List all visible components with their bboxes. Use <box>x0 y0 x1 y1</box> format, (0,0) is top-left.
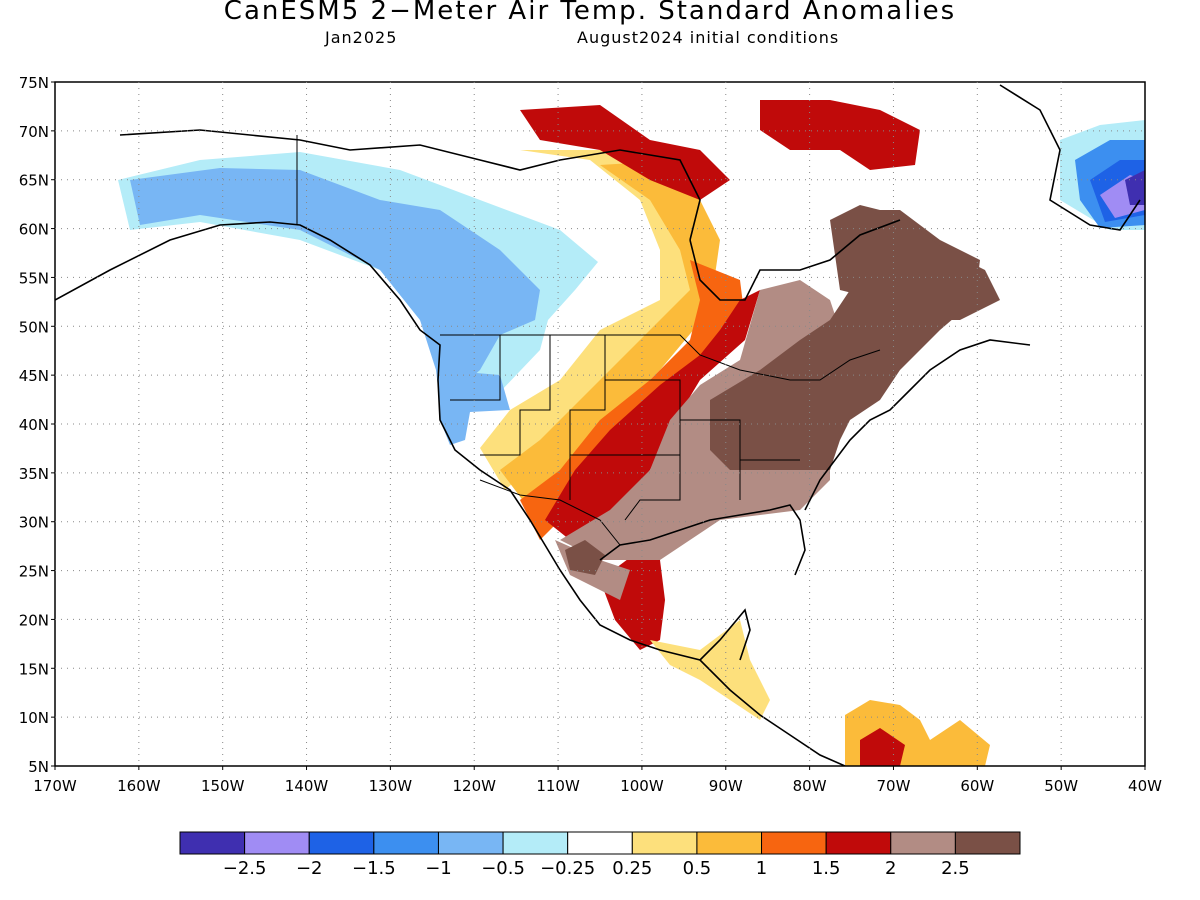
anomaly-region-brown-mexico <box>565 540 605 575</box>
color-legend: −2.5 −2 −1.5 −1 −0.5 −0.25 0.25 0.5 1 1.5 2 2.5 <box>179 831 1021 879</box>
lat-tick-label: 35N <box>19 465 49 483</box>
legend-swatch <box>502 831 569 855</box>
anomaly-region-blue-coast <box>440 370 510 445</box>
lon-tick-label: 60W <box>960 777 994 795</box>
lat-tick-label: 75N <box>19 74 49 92</box>
lon-tick-label: 120W <box>452 777 496 795</box>
coastline-greenland <box>999 84 1141 231</box>
borders <box>296 135 881 546</box>
legend-swatch <box>631 831 698 855</box>
chart-title: CanESM5 2−Meter Air Temp. Standard Anoma… <box>223 0 957 26</box>
anomaly-region-yellow <box>480 150 700 490</box>
anomaly-fields <box>118 100 1145 766</box>
lat-tick-label: 55N <box>19 269 49 287</box>
legend-label: −2.5 <box>223 858 267 879</box>
legend-swatch <box>244 831 310 855</box>
anomaly-region-red-baffin <box>760 100 920 170</box>
legend-label: −1 <box>425 858 452 879</box>
legend-swatch <box>696 831 763 855</box>
legend-swatch <box>179 831 246 855</box>
legend-label: 2 <box>885 858 896 879</box>
lon-tick-label: 150W <box>201 777 245 795</box>
border-us-canada <box>440 334 881 381</box>
anomaly-region-brown-labrador <box>830 205 1000 320</box>
coastline-east <box>804 339 1031 511</box>
anomaly-region-red <box>545 290 760 540</box>
lon-tick-label: 160W <box>117 777 161 795</box>
map-grid <box>55 82 1145 766</box>
lon-tick-label: 70W <box>877 777 911 795</box>
legend-label: 0.25 <box>612 858 652 879</box>
legend-label: −0.25 <box>540 858 595 879</box>
lat-tick-label: 25N <box>19 563 49 581</box>
coastline-arctic <box>119 129 701 241</box>
lat-tick-label: 20N <box>19 611 49 629</box>
lat-tick-label: 15N <box>19 660 49 678</box>
lat-tick-label: 30N <box>19 514 49 532</box>
anomaly-region-red-arctic <box>520 105 730 200</box>
lat-tick-label: 50N <box>19 318 49 336</box>
legend-label: −1.5 <box>352 858 396 879</box>
lon-tick-label: 110W <box>536 777 580 795</box>
legend-swatch <box>567 831 633 855</box>
lat-tick-label: 65N <box>19 172 49 190</box>
lon-tick-label: 130W <box>369 777 413 795</box>
coastline-yucatan <box>699 608 751 661</box>
border-state-2 <box>480 335 551 456</box>
coastline-north-america <box>55 221 846 766</box>
legend-swatch <box>761 831 827 855</box>
lon-tick-label: 80W <box>793 777 827 795</box>
legend-label: 1 <box>756 858 767 879</box>
border-us-mexico <box>479 479 621 546</box>
lat-tick-label: 10N <box>19 709 49 727</box>
lon-tick-label: 90W <box>709 777 743 795</box>
legend-swatch <box>308 831 375 855</box>
legend-swatch <box>890 831 956 855</box>
lat-tick-label: 70N <box>19 123 49 141</box>
latitude-ticks: 75N 70N 65N 60N 55N 50N 45N 40N 35N 30N 25N 20N 15N 1… <box>19 74 55 776</box>
legend-swatch <box>825 831 892 855</box>
longitude-ticks: 170W 160W 150W 140W 130W 120W 110W 100W 90W 80W 70… <box>33 766 1162 795</box>
forecast-month: Jan2025 <box>325 28 398 47</box>
legend-swatch <box>437 831 504 855</box>
anomaly-region-greenland-deep <box>1125 170 1145 205</box>
coastline-hudson <box>689 219 901 301</box>
border-state-4 <box>605 379 681 521</box>
lon-tick-label: 40W <box>1128 777 1162 795</box>
lon-tick-label: 50W <box>1044 777 1078 795</box>
coastline-gulf <box>599 504 806 576</box>
border-state-1 <box>450 335 501 401</box>
legend-label: −2 <box>296 858 323 879</box>
legend-swatch <box>373 831 439 855</box>
lat-tick-label: 45N <box>19 367 49 385</box>
coastlines <box>55 84 1141 766</box>
legend-label: 2.5 <box>941 858 970 879</box>
legend-label: −0.5 <box>481 858 525 879</box>
legend-label: 0.5 <box>683 858 712 879</box>
anomaly-region-blue <box>130 168 540 405</box>
legend-label: 1.5 <box>812 858 841 879</box>
legend-swatch <box>954 831 1021 855</box>
initial-conditions: August2024 initial conditions <box>577 28 840 47</box>
anomaly-region-south-america-red <box>860 728 905 766</box>
lon-tick-label: 170W <box>33 777 77 795</box>
lat-tick-label: 5N <box>28 758 49 776</box>
lon-tick-label: 100W <box>620 777 664 795</box>
lon-tick-label: 140W <box>285 777 329 795</box>
lat-tick-label: 60N <box>19 221 49 239</box>
lat-tick-label: 40N <box>19 416 49 434</box>
